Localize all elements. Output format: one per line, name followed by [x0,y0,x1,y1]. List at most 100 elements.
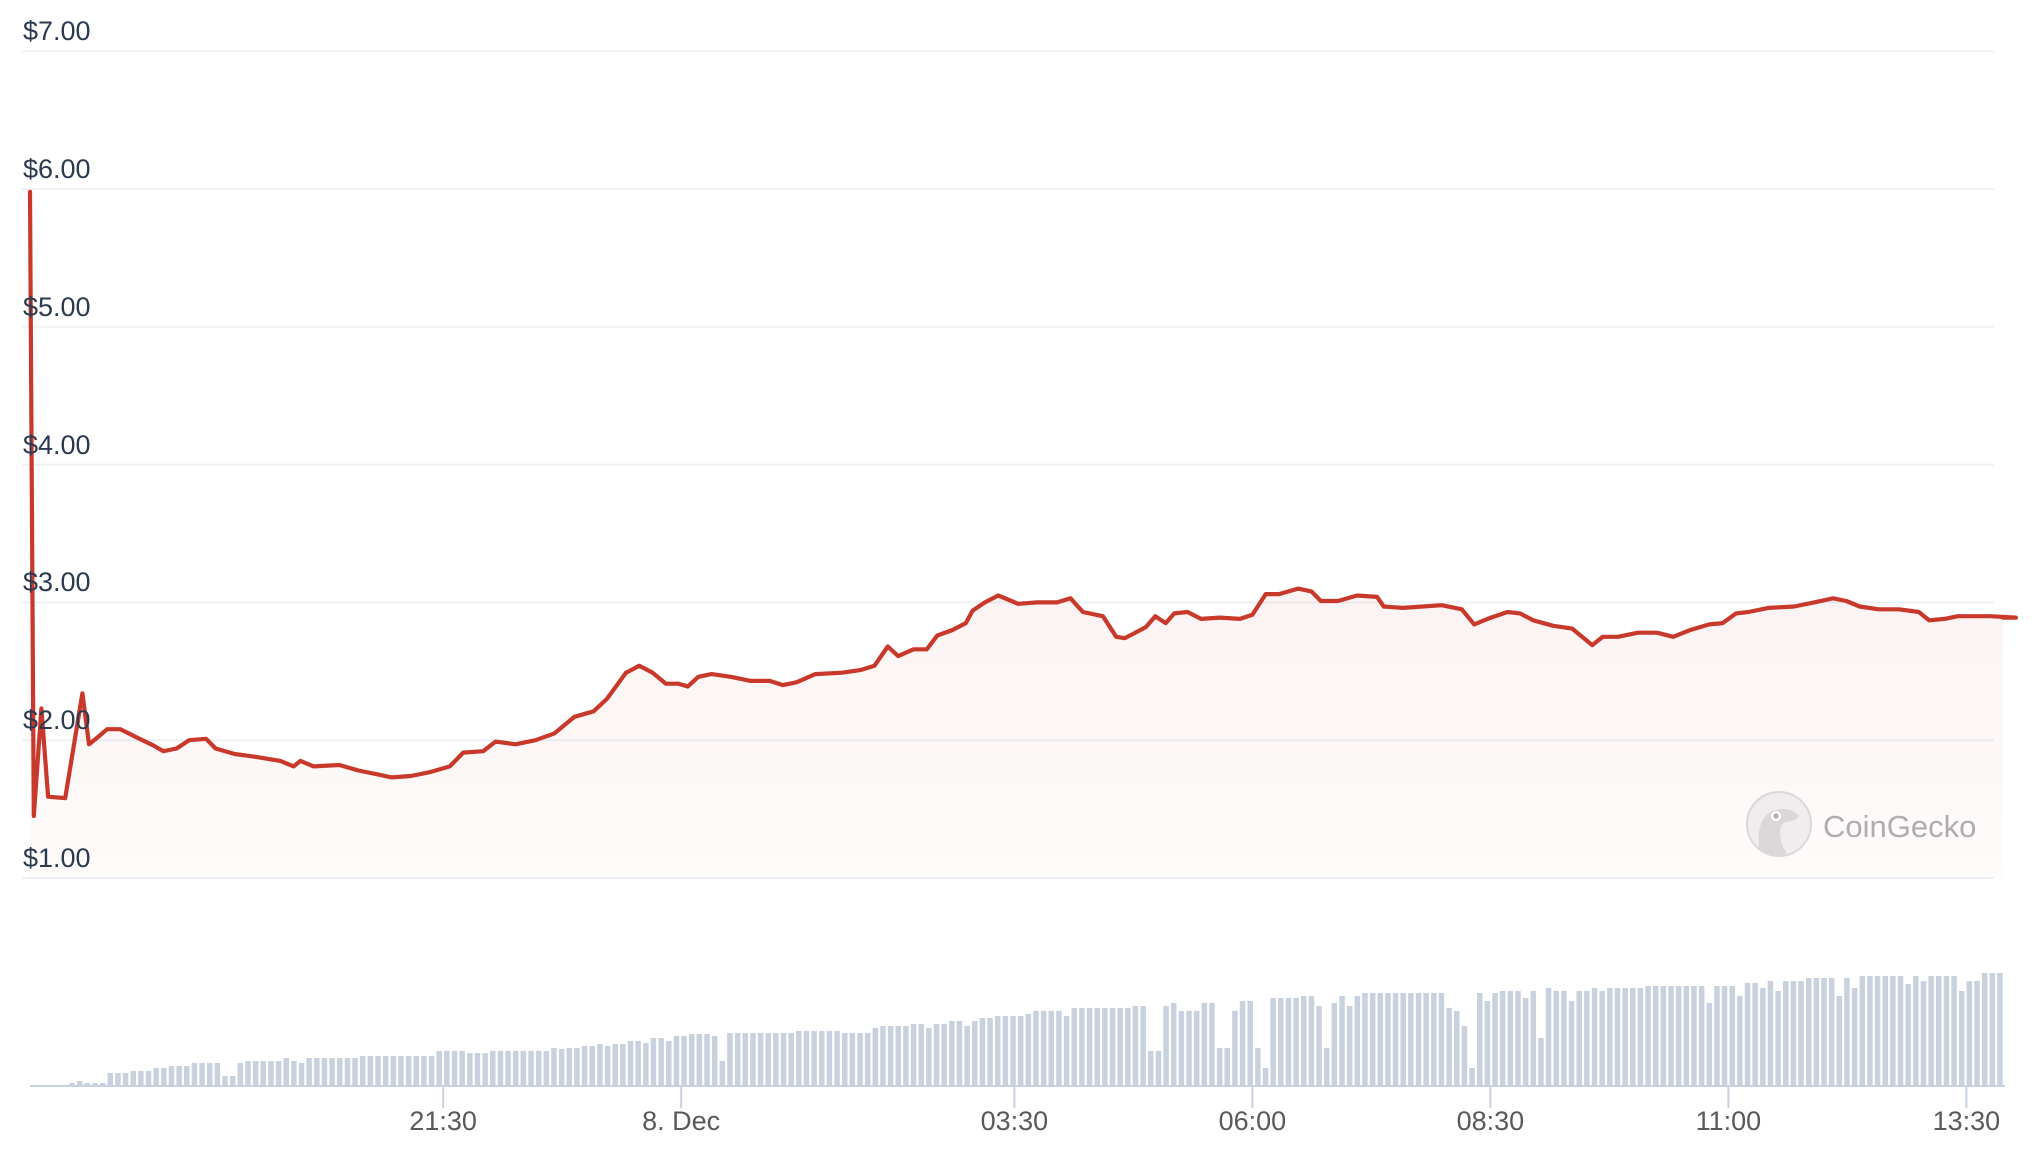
x-tick-label: 11:00 [1695,1106,1762,1136]
coingecko-watermark: CoinGecko [1745,790,1976,863]
volume-bar [1339,996,1345,1086]
volume-bar [291,1061,297,1086]
y-tick-label: $1.00 [23,843,91,873]
volume-bar [1148,1051,1154,1086]
volume-bar [1989,973,1996,1086]
volume-bar [1025,1014,1032,1086]
volume-bar [115,1073,121,1086]
volume-bar [1285,998,1292,1086]
y-tick-label: $4.00 [23,429,91,460]
volume-bar [1530,991,1536,1086]
volume-bar [1079,1008,1085,1086]
volume-bar [76,1081,83,1086]
volume-bar [910,1024,917,1086]
volume-bar [1767,981,1774,1086]
volume-bar [956,1021,963,1086]
volume-bar [1324,1048,1330,1086]
volume-bar [650,1038,657,1086]
volume-bar [314,1058,320,1086]
volume-bar [811,1031,817,1086]
volume-bar [122,1073,129,1086]
volume-bar [1171,1003,1177,1086]
volume-bar [451,1051,458,1086]
volume-bar [1790,981,1797,1086]
volume-bar [543,1051,550,1086]
volume-bar [1331,1003,1338,1086]
x-tick-label: 13:30 [1932,1106,2001,1136]
volume-bar [773,1033,779,1086]
volume-bar [842,1033,848,1086]
volume-bar [1239,1001,1246,1086]
volume-bar [887,1026,894,1086]
volume-bar [1094,1008,1100,1086]
y-tick-label: $2.00 [23,705,91,736]
volume-bar [972,1021,978,1086]
volume-bar [237,1063,244,1086]
volume-bar [1232,1011,1238,1086]
volume-bar [337,1058,343,1086]
gecko-logo-icon [1745,790,1813,863]
volume-bar [245,1061,251,1086]
volume-bar [880,1026,886,1086]
volume-bar [1216,1048,1223,1086]
y-tick-label: $6.00 [23,154,91,184]
volume-bar [1063,1016,1070,1086]
volume-bar [849,1033,856,1086]
volume-bar [620,1044,626,1086]
volume-bar [413,1056,419,1086]
volume-bar [949,1021,955,1086]
volume-bar [1737,996,1743,1086]
volume-bar [566,1048,572,1086]
volume-bar [581,1046,588,1086]
volume-bar [1132,1006,1139,1086]
volume-bar [1102,1008,1108,1086]
volume-bar [1997,973,2003,1086]
volume-bar [1438,993,1445,1086]
volume-bar [704,1034,710,1086]
volume-bar [627,1041,634,1086]
volume-bar [436,1051,442,1086]
volume-bar [306,1058,312,1086]
volume-bar [1545,988,1552,1086]
volume-bar [1966,981,1973,1086]
volume-bar [635,1041,641,1086]
volume-bar [1247,1001,1253,1086]
volume-bar [742,1033,748,1086]
volume-bar [551,1048,557,1086]
volume-bar [1301,996,1307,1086]
volume-bar [1951,976,1957,1086]
volume-bar [535,1051,542,1086]
volume-bar [1316,1006,1322,1086]
volume-bar [1086,1008,1093,1086]
volume-bar [1163,1006,1169,1086]
x-tick-label: 03:30 [980,1106,1049,1136]
volume-bar [1278,998,1284,1086]
volume-bar [857,1033,863,1086]
volume-bar [1454,1011,1460,1086]
volume-bar [69,1083,75,1086]
volume-bar [1400,993,1406,1086]
volume-bar [1117,1008,1123,1086]
volume-bar [1698,986,1705,1086]
volume-bar [283,1058,289,1086]
volume-bar [979,1018,986,1086]
volume-bar [604,1046,611,1086]
volume-bar [382,1056,389,1086]
volume-bar [1209,1003,1215,1086]
volume-bar [1783,981,1789,1086]
volume-bar [229,1076,236,1086]
price-line[interactable] [27,189,2018,819]
volume-bar [1461,1026,1468,1086]
volume-bar [1798,981,1804,1086]
volume-bar [1752,983,1758,1086]
x-tick-label: 06:00 [1218,1106,1287,1136]
volume-bar [168,1066,175,1086]
volume-bar [1538,1038,1544,1086]
volume-bar [1408,993,1414,1086]
volume-bar [161,1068,167,1086]
volume-bar [1125,1008,1131,1086]
volume-bar [1553,991,1559,1086]
volume-bar [1040,1011,1047,1086]
volume-bar [941,1024,947,1086]
